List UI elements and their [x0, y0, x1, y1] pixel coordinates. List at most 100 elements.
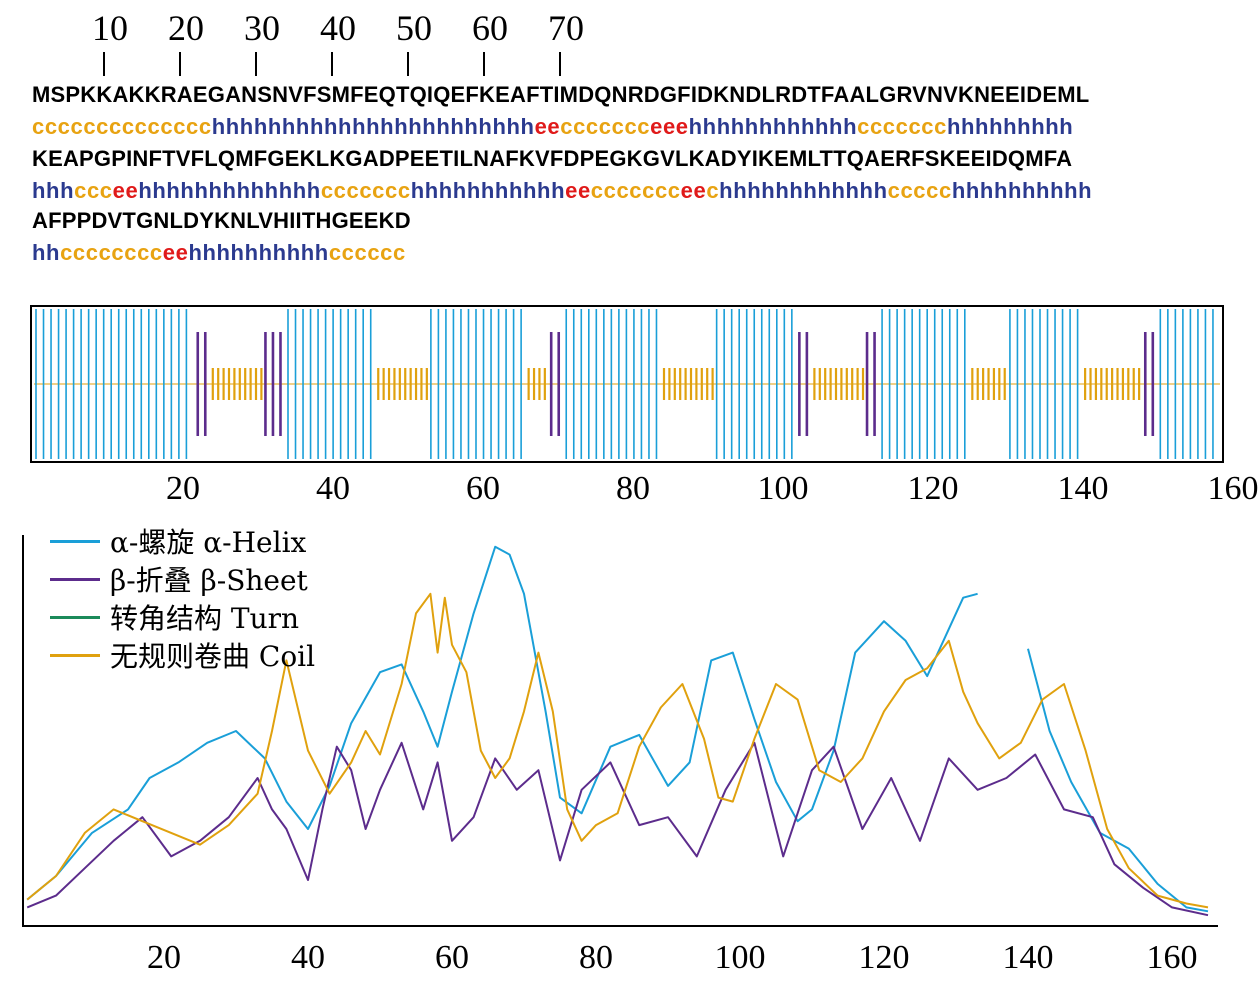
band-segment-sheet [1143, 332, 1155, 436]
band-segment-sheet [865, 332, 876, 436]
band-segment-helix [35, 309, 188, 459]
structure-run: hhhhhhhhhhhhh [138, 178, 321, 203]
band-x-tick-label: 160 [1207, 470, 1259, 507]
sequence-line-1: MSPKKAKKRAEGANSNVFSMFEQTQIQEFKEAFTIMDQNR… [32, 82, 1090, 107]
band-segment-sheet [196, 332, 207, 436]
ruler-tick [407, 52, 409, 76]
plot-x-axis: 20 40 60 80 100 120 140 160 [22, 935, 1218, 981]
ruler-label: 50 [396, 8, 432, 48]
ruler-label: 10 [92, 8, 128, 48]
legend-swatch-helix [50, 539, 100, 543]
legend-item-helix: α-螺旋 α-Helix [50, 522, 315, 560]
sequence-line-2: KEAPGPINFTVFLQMFGEKLKGADPEETILNAFKVFDPEG… [32, 146, 1073, 171]
plot-x-tick-label: 40 [291, 939, 325, 976]
legend-label-turn: 转角结构 Turn [110, 602, 300, 635]
band-segment-helix [430, 309, 522, 459]
structure-run: ccccccc [560, 114, 651, 139]
structure-run: ccc [74, 178, 113, 203]
band-segment-sheet [264, 332, 282, 436]
legend-swatch-coil [50, 653, 100, 657]
band-segment-coil [377, 368, 428, 400]
ruler-label: 70 [548, 8, 584, 48]
structure-line-3: hhcccccccceehhhhhhhhhhcccccc [32, 242, 406, 264]
plot-x-tick-label: 60 [435, 939, 469, 976]
series-line-coil [26, 592, 1209, 909]
band-x-tick-label: 80 [616, 470, 650, 507]
band-segment-sheet [549, 332, 561, 436]
band-x-tick-label: 120 [907, 470, 959, 507]
band-segment-helix [715, 309, 793, 459]
structure-run: hhhhhhhhhhhhhhhhhhhhhhh [211, 114, 535, 139]
legend-item-sheet: β-折叠 β-Sheet [50, 560, 315, 598]
structure-line-2: hhhccceehhhhhhhhhhhhhccccccchhhhhhhhhhhe… [32, 180, 1092, 202]
legend-label-sheet: β-折叠 β-Sheet [110, 564, 308, 597]
ruler-label: 20 [168, 8, 204, 48]
structure-run: ee [112, 178, 139, 203]
band-segment-coil [971, 368, 1006, 400]
plot-x-tick-label: 20 [147, 939, 181, 976]
band-segment-helix [1159, 309, 1214, 459]
band-segment-coil [211, 368, 263, 400]
structure-run: hhhhhhhhhh [951, 178, 1093, 203]
structure-run: hhhhhhhhhhhh [719, 178, 888, 203]
band-segment-coil [527, 368, 546, 400]
plot-x-tick-label: 160 [1146, 939, 1198, 976]
chart-legend: α-螺旋 α-Helix β-折叠 β-Sheet 转角结构 Turn 无规则卷… [50, 522, 315, 674]
plot-x-tick-label: 80 [579, 939, 613, 976]
ruler-tick [103, 52, 105, 76]
ruler-label: 60 [472, 8, 508, 48]
structure-line-1: cccccccccccccchhhhhhhhhhhhhhhhhhhhhhheec… [32, 116, 1073, 138]
band-segment-coil [1084, 368, 1141, 400]
ruler-tick [255, 52, 257, 76]
series-line-sheet [26, 741, 1209, 917]
band-x-tick-label: 20 [166, 470, 200, 507]
band-x-tick-label: 40 [316, 470, 350, 507]
structure-run: ee [565, 178, 591, 203]
band-segment-coil [813, 368, 865, 400]
structure-run: hhhhhhhhhhh [410, 178, 566, 203]
structure-run: ee [680, 178, 707, 203]
plot-x-tick-label: 140 [1002, 939, 1054, 976]
structure-run: ccccccc [590, 178, 681, 203]
legend-label-coil: 无规则卷曲 Coil [110, 640, 316, 673]
prediction-line-chart [22, 535, 1218, 927]
band-x-axis: 20 40 60 80 100 120 140 160 [30, 466, 1259, 512]
structure-run: ccccccc [320, 178, 411, 203]
structure-run: hhhhhhhhh [946, 114, 1074, 139]
sequence-ruler: 10 20 30 40 50 60 70 [0, 0, 1260, 80]
structure-run: ccccccc [857, 114, 947, 139]
band-x-tick-label: 100 [757, 470, 809, 507]
band-segment-sheet [798, 332, 809, 436]
ruler-tick [559, 52, 561, 76]
sequence-line-3: AFPPDVTGNLDYKNLVHIITHGEEKD [32, 208, 411, 233]
band-segment-helix [565, 309, 658, 459]
ruler-label: 30 [244, 8, 280, 48]
structure-run: ccccc [887, 178, 952, 203]
band-x-tick-label: 140 [1057, 470, 1109, 507]
structure-run: hhhhhhhhhhhh [688, 114, 858, 139]
plot-x-tick-label: 100 [714, 939, 766, 976]
legend-item-turn: 转角结构 Turn [50, 598, 315, 636]
ruler-tick [483, 52, 485, 76]
legend-swatch-sheet [50, 577, 100, 581]
structure-band-chart [30, 305, 1224, 463]
structure-run: hhh [32, 178, 75, 203]
ruler-label: 40 [320, 8, 356, 48]
band-segment-helix [881, 309, 966, 459]
legend-swatch-turn [50, 615, 100, 619]
band-segment-helix [287, 309, 372, 459]
plot-x-tick-label: 120 [858, 939, 910, 976]
band-segment-coil [662, 368, 714, 400]
structure-run: cccccc [328, 240, 406, 265]
legend-item-coil: 无规则卷曲 Coil [50, 636, 315, 674]
structure-run: c [706, 178, 720, 203]
structure-run: eee [650, 114, 689, 139]
ruler-tick [179, 52, 181, 76]
structure-run: ee [162, 240, 189, 265]
structure-run: cccccccc [60, 240, 163, 265]
band-x-tick-label: 60 [466, 470, 500, 507]
structure-run: hh [32, 240, 61, 265]
legend-label-helix: α-螺旋 α-Helix [110, 526, 307, 559]
band-segment-helix [1009, 309, 1079, 459]
ruler-tick [331, 52, 333, 76]
